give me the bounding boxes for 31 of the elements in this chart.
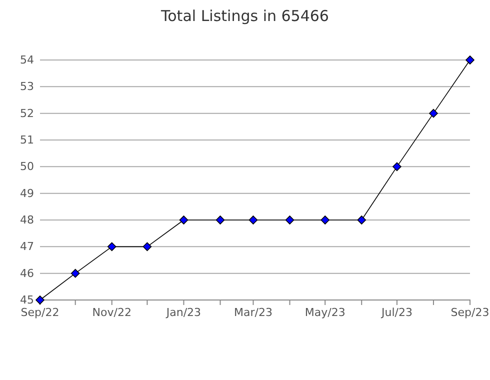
y-tick-label: 54 <box>20 54 34 67</box>
y-tick-label: 47 <box>20 240 34 254</box>
point <box>248 216 258 224</box>
y-tick-label: 46 <box>20 266 34 280</box>
x-tick-label: Nov/22 <box>92 306 132 319</box>
point <box>70 268 80 278</box>
chart-title: Total Listings in 65466 <box>160 7 329 25</box>
y-tick-label: 45 <box>20 294 34 307</box>
point <box>320 216 330 224</box>
x-tick-label: Mar/23 <box>234 306 272 319</box>
x-tick-label: May/23 <box>304 306 346 319</box>
y-tick-label: 53 <box>20 80 34 94</box>
y-tick-label: 50 <box>20 160 34 174</box>
x-tick-label: Sep/22 <box>20 306 60 319</box>
point <box>107 242 116 252</box>
point <box>466 56 474 64</box>
x-tick-label: Jan/23 <box>165 306 202 319</box>
point <box>285 216 294 224</box>
x-tick-label: Sep/23 <box>450 306 490 319</box>
point <box>216 216 225 224</box>
y-tick-label: 48 <box>20 214 34 227</box>
x-tick-label: Jul/23 <box>380 306 412 319</box>
point <box>179 216 188 224</box>
y-tick-label: 51 <box>20 134 34 147</box>
point <box>357 216 366 224</box>
y-tick-label: 52 <box>20 106 34 120</box>
point <box>36 296 44 304</box>
point <box>392 162 402 172</box>
point <box>429 108 438 118</box>
point <box>142 242 152 252</box>
y-tick-label: 49 <box>20 186 34 200</box>
